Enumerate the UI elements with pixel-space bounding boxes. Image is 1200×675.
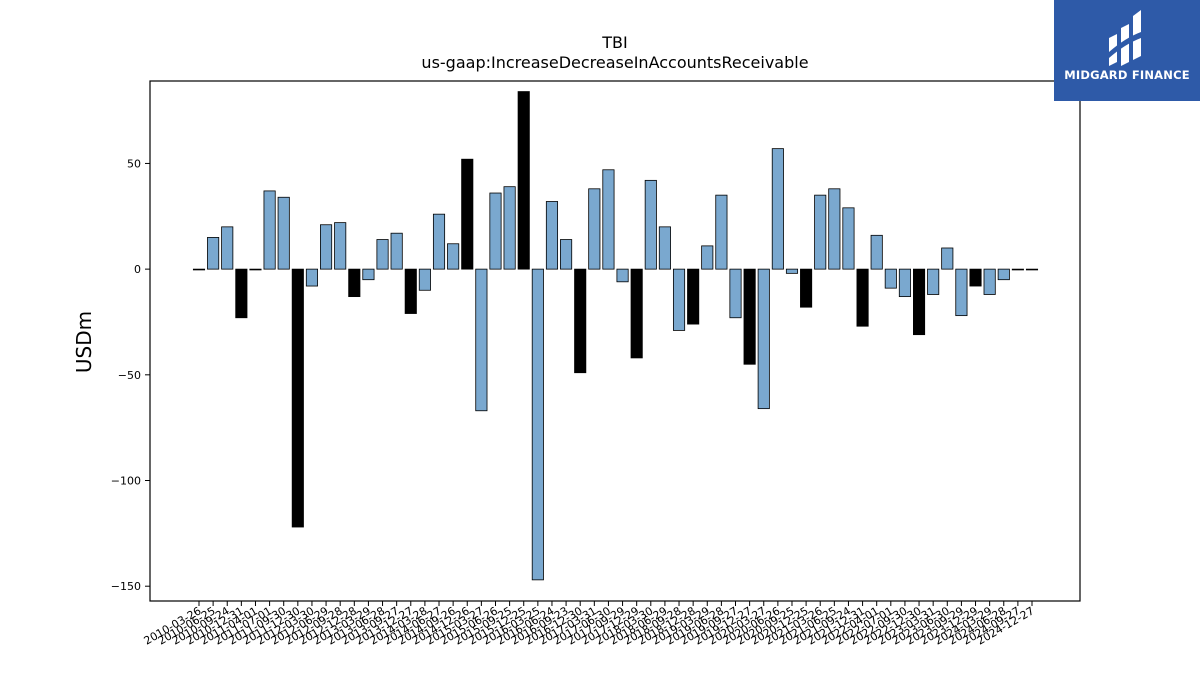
bar-2012-09-28 [334, 222, 347, 270]
bar-2013-12-27 [404, 268, 417, 314]
bar-2017-06-30 [602, 169, 615, 270]
bar-2020-09-25 [785, 268, 799, 274]
bar-2010-03-26 [192, 268, 206, 271]
y-tick-label: 50 [127, 157, 141, 170]
bar-2022-07-01 [884, 268, 897, 289]
bar-2019-12-27 [743, 268, 756, 365]
bar-2010-06-25 [207, 237, 220, 270]
bar-2023-03-31 [927, 268, 940, 295]
company-logo: MIDGARD FINANCE [1054, 0, 1200, 101]
bar-2016-06-24 [545, 201, 559, 270]
chart-title: TBI [601, 33, 627, 52]
x-axis: 2010-03-262010-06-252010-09-242010-12-31… [142, 601, 1037, 648]
bar-2021-03-26 [814, 194, 827, 270]
bar-2016-12-30 [574, 268, 587, 374]
bar-2017-09-29 [616, 268, 629, 283]
bar-2023-12-29 [969, 268, 982, 287]
bar-2013-06-28 [376, 239, 389, 270]
bar-2024-09-27 [1011, 268, 1024, 271]
logo-text: MIDGARD FINANCE [1064, 68, 1190, 82]
bar-2023-09-29 [955, 268, 968, 317]
bar-2019-03-29 [701, 245, 714, 270]
bar-2013-03-29 [362, 268, 375, 281]
bar-2010-09-24 [221, 226, 234, 270]
bar-2011-09-30 [277, 196, 290, 270]
bar-2021-09-24 [842, 207, 855, 270]
bar-2015-06-26 [489, 192, 502, 270]
bars-layer [192, 91, 1039, 581]
bar-2014-09-26 [447, 243, 460, 270]
bar-2018-09-28 [672, 268, 686, 331]
bar-2011-07-01 [263, 190, 276, 270]
bar-2020-03-27 [757, 268, 770, 410]
y-tick-label: 0 [134, 263, 141, 276]
bar-2015-03-27 [475, 268, 488, 412]
bar-2012-03-30 [305, 268, 318, 287]
bar-2021-12-31 [856, 268, 869, 327]
bar-2017-12-29 [630, 268, 643, 359]
bar-2011-12-30 [291, 268, 304, 528]
bar-2022-12-30 [913, 268, 926, 336]
bar-2018-06-29 [658, 226, 671, 270]
bar-2018-12-28 [687, 268, 700, 325]
bar-2024-12-27 [1025, 268, 1039, 271]
bar-2022-09-30 [898, 268, 911, 298]
chart-subtitle: us-gaap:IncreaseDecreaseInAccountsReceiv… [421, 53, 808, 72]
bar-2015-09-25 [503, 186, 516, 270]
plot-area-frame [149, 80, 1081, 602]
bar-2023-06-30 [941, 247, 954, 270]
y-axis-label: USDm [72, 311, 96, 373]
y-tick-label: −50 [118, 369, 141, 382]
logo-mark-icon [1109, 10, 1141, 66]
y-axis: 50 0 −50 −100 −150 [111, 157, 150, 593]
bar-2016-03-25 [531, 268, 544, 581]
bar-2010-12-31 [235, 268, 248, 319]
bar-2013-09-27 [390, 232, 403, 270]
bar-2016-09-23 [560, 239, 573, 270]
bar-2012-12-28 [348, 268, 361, 298]
bar-2014-12-26 [461, 158, 474, 270]
bar-2011-04-01 [249, 268, 262, 271]
bar-2024-03-29 [983, 268, 996, 295]
y-tick-label: −150 [111, 580, 141, 593]
bar-2017-03-31 [588, 188, 601, 270]
bar-2024-06-28 [997, 268, 1010, 281]
bar-2019-09-27 [729, 268, 742, 319]
bar-2014-03-28 [418, 268, 431, 291]
bar-2014-06-27 [432, 213, 446, 270]
bar-2019-06-28 [715, 194, 728, 270]
bar-2012-06-29 [320, 224, 333, 270]
bar-2020-06-26 [771, 148, 784, 270]
bar-2021-06-25 [828, 188, 841, 270]
bar-2015-12-25 [517, 91, 530, 270]
bar-2020-12-25 [800, 268, 813, 308]
y-tick-label: −100 [111, 475, 141, 488]
bar-2022-04-01 [870, 234, 883, 270]
bar-2018-03-30 [644, 179, 657, 270]
